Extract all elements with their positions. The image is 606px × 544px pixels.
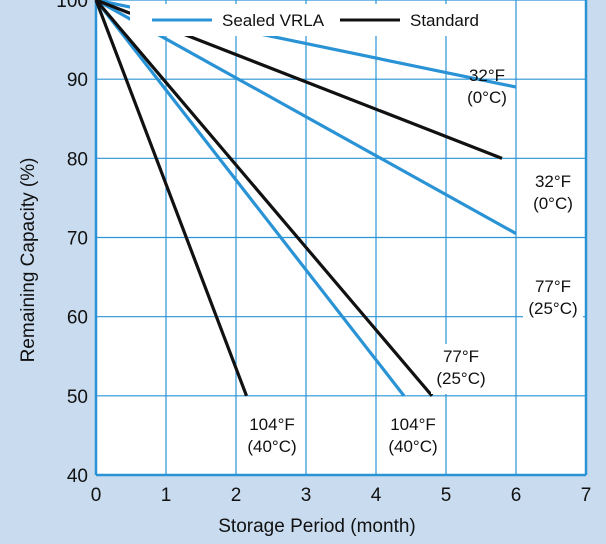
y-tick-label-60: 60 <box>67 308 88 329</box>
legend-label-standard: Standard <box>410 11 479 30</box>
y-tick-label-100: 100 <box>56 0 88 12</box>
y-tick-label-90: 90 <box>67 70 88 91</box>
x-axis-title: Storage Period (month) <box>218 516 416 537</box>
annotation-a6: 104°F (40°C) <box>383 412 443 462</box>
x-tick-label-0: 0 <box>91 485 102 506</box>
annotation-a2: 32°F (0°C) <box>523 169 583 219</box>
series-line-4 <box>94 0 434 397</box>
legend-label-sealed-vrla: Sealed VRLA <box>222 11 325 30</box>
x-tick-label-6: 6 <box>511 485 522 506</box>
x-tick-label-3: 3 <box>301 485 312 506</box>
annotation-a5: 104°F (40°C) <box>242 412 302 462</box>
legend: Sealed VRLA Standard <box>130 4 514 36</box>
x-tick-label-4: 4 <box>371 485 382 506</box>
annotation-bg-a6 <box>383 412 443 462</box>
annotation-text-a4-0: 77°F <box>443 347 479 366</box>
x-tick-labels: 0 1 2 3 4 5 6 7 <box>91 485 592 506</box>
annotation-a1: 32°F (0°C) <box>467 66 507 107</box>
annotation-text-a6-1: (40°C) <box>388 437 437 456</box>
annotation-text-a2-0: 32°F <box>535 172 571 191</box>
annotation-text-a6-0: 104°F <box>390 415 436 434</box>
annotation-bg-a3 <box>523 274 583 324</box>
y-tick-label-50: 50 <box>67 387 88 408</box>
annotation-a3: 77°F (25°C) <box>523 274 583 324</box>
y-tick-label-40: 40 <box>67 466 88 487</box>
y-axis-title: Remaining Capacity (%) <box>18 158 39 363</box>
annotation-text-a4-1: (25°C) <box>436 369 485 388</box>
annotation-text-a3-0: 77°F <box>535 277 571 296</box>
annotation-bg-a4 <box>431 344 491 394</box>
annotation-bg-a2 <box>523 169 583 219</box>
annotation-text-a1-1: (0°C) <box>467 88 507 107</box>
annotation-text-a5-0: 104°F <box>249 415 295 434</box>
annotations: 32°F (0°C) 32°F (0°C) 77°F (25°C) 77°F (25°C) 10… <box>242 66 583 462</box>
series-line-5 <box>94 0 248 397</box>
x-tick-label-1: 1 <box>161 485 172 506</box>
annotation-bg-a5 <box>242 412 302 462</box>
annotation-text-a3-1: (25°C) <box>528 299 577 318</box>
y-tick-label-80: 80 <box>67 149 88 170</box>
annotation-text-a2-1: (0°C) <box>533 194 573 213</box>
series-line-2 <box>94 0 406 397</box>
annotation-text-a5-1: (40°C) <box>247 437 296 456</box>
annotation-text-a1-0: 32°F <box>469 66 505 85</box>
x-tick-label-2: 2 <box>231 485 242 506</box>
series-line-1 <box>95 0 517 235</box>
annotation-a4: 77°F (25°C) <box>431 344 491 394</box>
y-tick-labels: 40 50 60 70 80 90 100 <box>56 0 88 487</box>
x-tick-label-5: 5 <box>441 485 452 506</box>
x-tick-label-7: 7 <box>581 485 592 506</box>
y-tick-label-70: 70 <box>67 229 88 250</box>
